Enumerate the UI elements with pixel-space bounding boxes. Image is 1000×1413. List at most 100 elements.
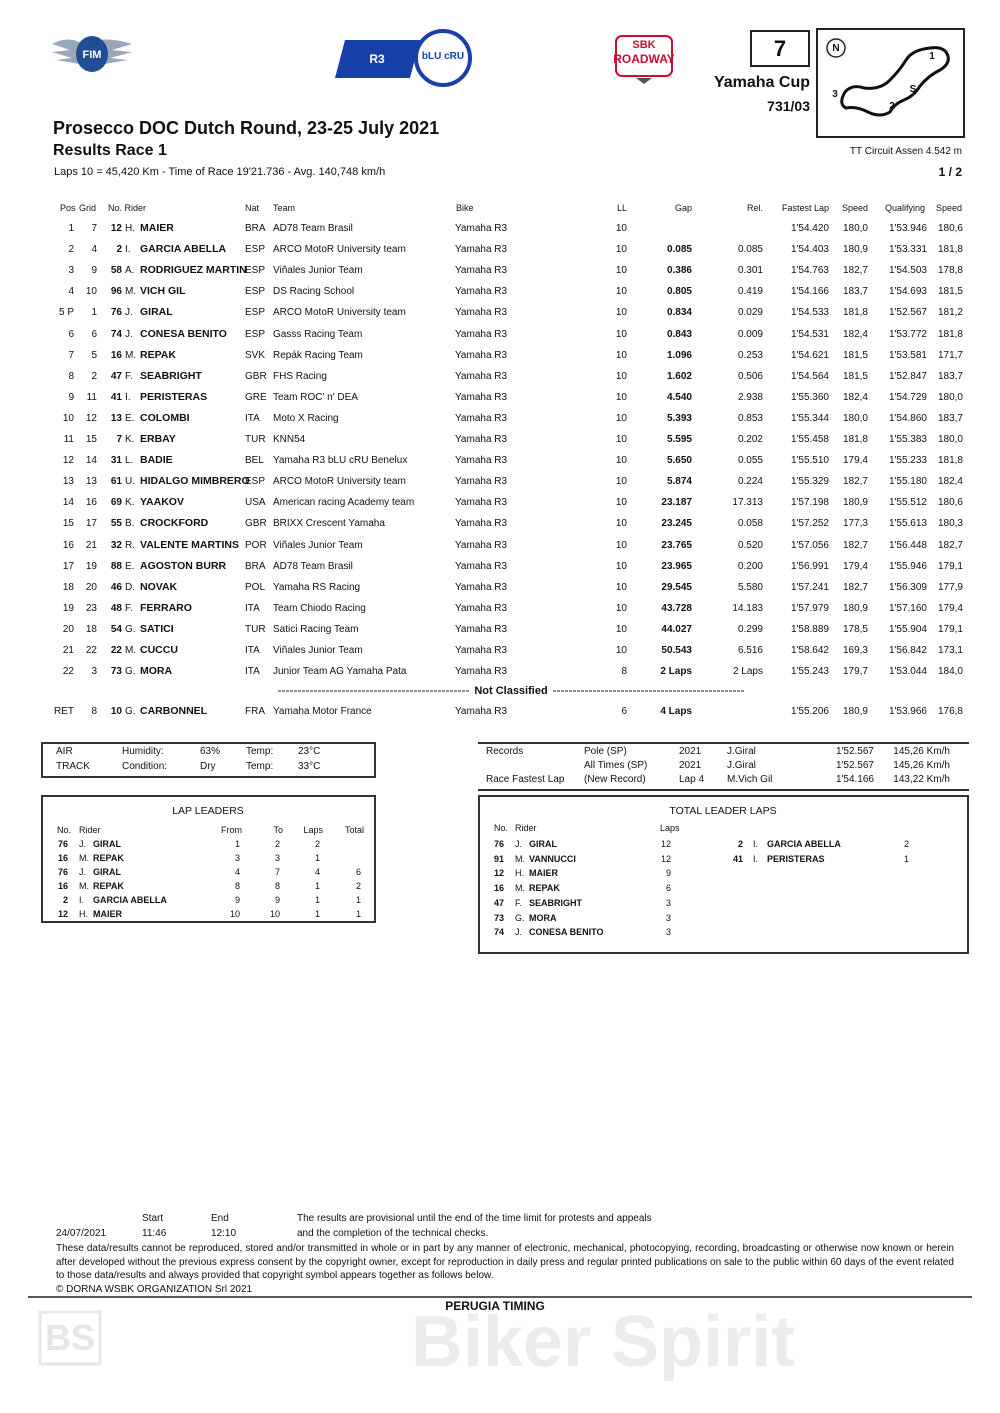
cell-name: REPAK [140, 348, 176, 361]
cell-qual: 1'53.581 [888, 349, 927, 361]
cell-nat: POL [245, 581, 266, 593]
circuit: TT Circuit Assen 4.542 m [849, 146, 962, 157]
cell-grid: 9 [91, 265, 97, 277]
cell-grid: 22 [85, 645, 97, 656]
cell-team: American racing Academy team [273, 497, 415, 509]
total-cell: 12 [660, 839, 671, 849]
cell-ll: 10 [615, 476, 627, 488]
cell-fast: 1'54.564 [790, 370, 829, 382]
total-cell: 16 [493, 883, 504, 894]
cell-bike: Yamaha R3 [455, 623, 508, 635]
disclaimer: These data/results cannot be reproduced,… [56, 1243, 954, 1281]
cell-grid: 17 [85, 518, 97, 530]
total-cell: J. [515, 927, 523, 938]
cell-bike: Yamaha R3 [455, 286, 508, 298]
cell-grid: 11 [86, 391, 97, 403]
cell-ll: 10 [615, 560, 627, 572]
cell-no: 47 [110, 370, 122, 382]
cell-gap: 23.765 [661, 539, 692, 551]
total-cell: SEABRIGHT [529, 897, 583, 908]
total-cell: H. [515, 868, 524, 879]
cell-nat: ITA [245, 645, 260, 656]
copyright: © DORNA WSBK ORGANIZATION Srl 2021 [56, 1284, 253, 1295]
record-cell: 1'52.567 [835, 746, 874, 757]
cell-gap: 29.545 [661, 581, 692, 593]
cell-pos: 18 [62, 581, 74, 593]
leader-cell: GIRAL [93, 839, 121, 849]
record-cell: Race Fastest Lap [486, 774, 565, 785]
condition-cell: Condition: [122, 761, 168, 772]
total-cell: 91 [493, 853, 504, 864]
cell-ll: 10 [615, 349, 627, 361]
cell-qual: 1'54.729 [888, 391, 927, 403]
leader-cell: 76 [57, 867, 68, 877]
column-header: Rel. [746, 203, 763, 213]
footer-label: Start [142, 1213, 164, 1224]
cell-name: CROCKFORD [140, 517, 209, 530]
cell-nat: GBR [245, 518, 267, 530]
cell-grid: 2 [91, 370, 97, 382]
leader-cell: 8 [274, 881, 280, 891]
cell-qual: 1'55.512 [888, 497, 927, 509]
cell-speed: 178,5 [842, 623, 868, 635]
cell-no: 48 [110, 602, 122, 614]
cell-grid: 8 [91, 706, 97, 717]
cell-nat: ESP [245, 265, 266, 277]
cell-ll: 6 [621, 706, 627, 717]
leader-cell: 1 [314, 881, 320, 891]
cell-fast: 1'55.458 [790, 434, 829, 445]
cell-qspeed: 171,7 [937, 349, 963, 361]
leader-cell: H. [79, 909, 88, 919]
cell-fast: 1'54.403 [790, 244, 829, 256]
cell-gap: 23.245 [661, 518, 692, 530]
footer-date: 24/07/2021 [56, 1228, 107, 1239]
cell-name: GIRAL [140, 306, 173, 319]
cell-qual: 1'54.693 [888, 286, 927, 298]
cell-rel: 0.419 [737, 286, 763, 298]
cell-gap: 44.027 [661, 623, 692, 635]
leader-cell: REPAK [93, 881, 124, 891]
column-header: No. [57, 825, 72, 835]
column-header: LL [617, 203, 628, 213]
cell-ll: 10 [615, 391, 627, 403]
cell-qspeed: 179,4 [937, 602, 963, 614]
leader-cell: J. [79, 867, 87, 877]
column-header: Fastest Lap [781, 203, 829, 213]
cell-grid: 21 [85, 539, 97, 551]
record-cell: 145,26 Km/h [893, 746, 950, 757]
cell-qspeed: 179,1 [937, 560, 963, 572]
record-cell: 2021 [679, 760, 702, 771]
cell-init: E. [125, 560, 135, 572]
cell-init: K. [125, 434, 135, 445]
cell-pos: 4 [68, 286, 74, 298]
cell-grid: 15 [85, 434, 97, 445]
column-header: Rider [515, 823, 537, 833]
cell-qual: 1'54.503 [888, 265, 927, 277]
cell-team: Moto X Racing [273, 412, 339, 424]
cell-nat: TUR [245, 434, 266, 445]
footer-label: End [211, 1213, 229, 1224]
cell-rel: 0.058 [737, 518, 763, 530]
cell-qspeed: 180,6 [937, 497, 963, 509]
cell-gap: 50.543 [661, 645, 692, 656]
cell-no: 76 [110, 307, 122, 319]
cell-gap: 0.843 [666, 328, 692, 340]
cell-no: 58 [110, 265, 122, 277]
leader-cell: 1 [355, 895, 361, 905]
cell-speed: 181,8 [842, 307, 868, 319]
total-cell: 12 [660, 853, 671, 864]
cell-ll: 10 [615, 223, 627, 234]
cell-qual: 1'56.309 [888, 581, 927, 593]
north-circle [826, 38, 846, 58]
cell-init: M. [125, 286, 137, 298]
cell-bike: Yamaha R3 [455, 349, 508, 361]
leader-cell: 76 [57, 839, 68, 849]
leader-cell: 6 [355, 867, 361, 877]
cell-pos: 1 [68, 223, 74, 234]
cell-speed: 183,7 [842, 286, 868, 298]
total-cell: G. [515, 912, 525, 923]
leader-cell: 10 [229, 909, 240, 919]
cell-pos: 19 [62, 602, 74, 614]
